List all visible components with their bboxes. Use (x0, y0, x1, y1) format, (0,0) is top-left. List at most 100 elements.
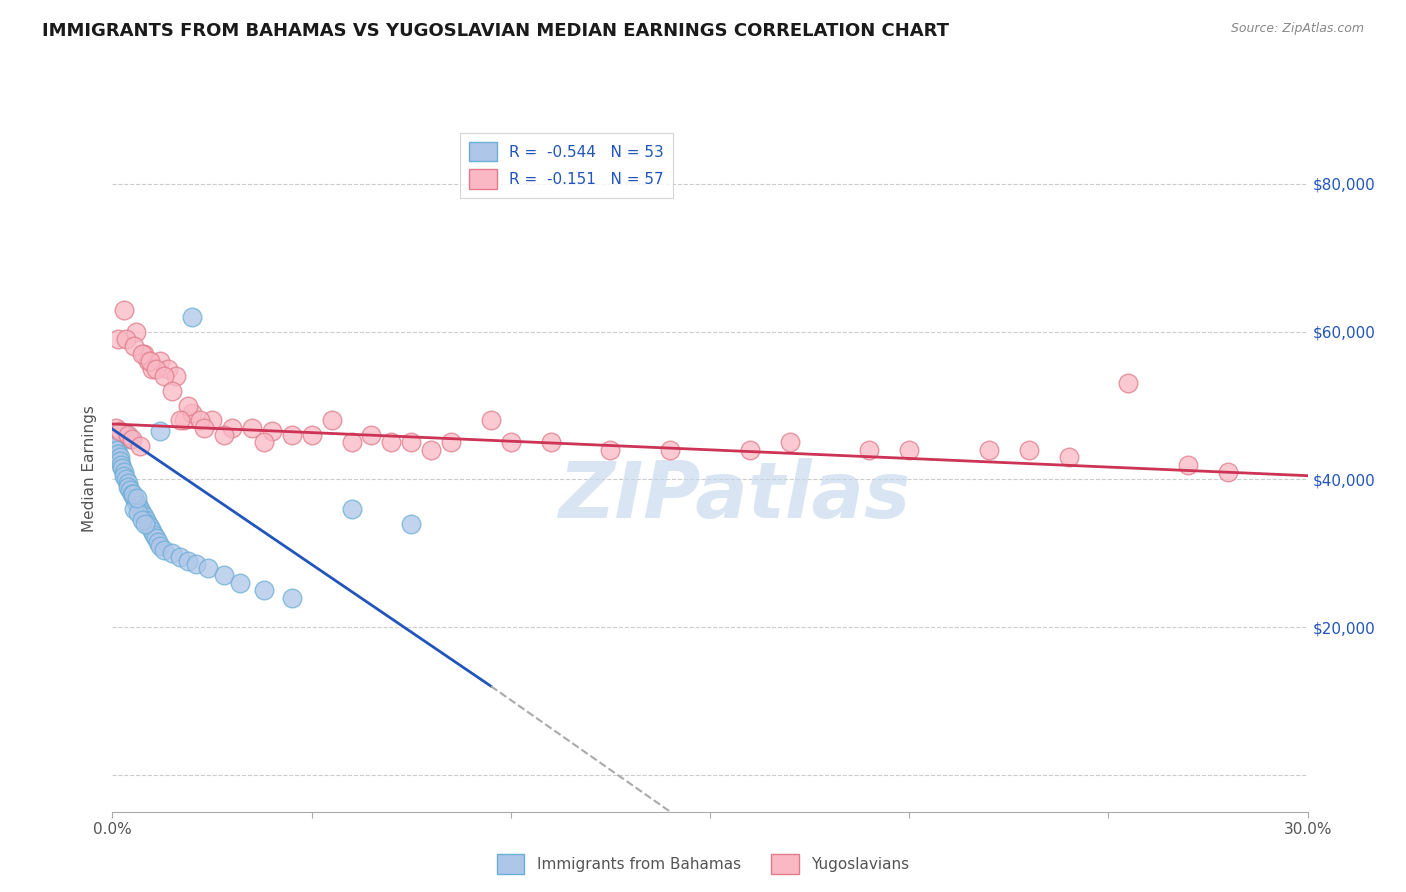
Point (134, 347, 156, 361)
Point (1216, 465, 1239, 479)
Point (105, 439, 128, 453)
Point (103, 428, 125, 442)
Point (141, 361, 163, 376)
Point (134, 516, 156, 531)
Point (122, 487, 145, 501)
Point (401, 516, 423, 531)
Point (129, 439, 152, 453)
Point (169, 549, 191, 564)
Point (898, 442, 921, 457)
Point (127, 506, 149, 520)
Point (1057, 450, 1080, 465)
Point (188, 413, 211, 427)
Point (977, 442, 1000, 457)
Point (659, 442, 682, 457)
Point (143, 528, 166, 542)
Point (149, 539, 172, 553)
Text: ZIPatlas: ZIPatlas (558, 458, 910, 533)
Point (120, 432, 142, 446)
Legend: Immigrants from Bahamas, Yugoslavians: Immigrants from Bahamas, Yugoslavians (491, 848, 915, 880)
Text: Source: ZipAtlas.com: Source: ZipAtlas.com (1230, 22, 1364, 36)
Point (139, 520, 162, 534)
Point (540, 435, 562, 450)
Point (197, 561, 219, 575)
Text: IMMIGRANTS FROM BAHAMAS VS YUGOSLAVIAN MEDIAN EARNINGS CORRELATION CHART: IMMIGRANTS FROM BAHAMAS VS YUGOSLAVIAN M… (42, 22, 949, 40)
Point (153, 369, 176, 384)
Point (149, 425, 172, 439)
Point (162, 384, 183, 398)
Point (420, 442, 443, 457)
Point (440, 435, 463, 450)
Point (177, 399, 200, 413)
Point (165, 369, 187, 384)
Point (112, 465, 135, 479)
Point (149, 354, 172, 368)
Point (340, 502, 363, 516)
Point (125, 325, 148, 339)
Point (104, 435, 127, 450)
Point (114, 468, 135, 483)
Point (115, 426, 138, 441)
Point (212, 428, 235, 442)
Point (107, 446, 129, 460)
Point (281, 591, 304, 605)
Point (135, 513, 157, 527)
Point (105, 442, 128, 457)
Point (186, 558, 208, 572)
Point (110, 454, 132, 468)
Point (121, 487, 143, 501)
Point (201, 413, 224, 427)
Point (401, 435, 423, 450)
Point (131, 513, 153, 527)
Point (240, 420, 263, 434)
Point (139, 354, 162, 368)
Point (253, 435, 276, 450)
Point (157, 361, 180, 376)
Point (173, 413, 195, 427)
Point (110, 425, 132, 439)
Point (117, 480, 139, 494)
Point (121, 432, 143, 446)
Point (229, 575, 252, 590)
Point (321, 413, 343, 427)
Point (1018, 442, 1040, 457)
Point (177, 553, 200, 567)
Point (221, 420, 243, 434)
Point (134, 509, 156, 524)
Point (499, 435, 522, 450)
Point (1177, 458, 1199, 472)
Point (360, 428, 382, 442)
Point (111, 461, 134, 475)
Point (138, 516, 160, 531)
Point (124, 491, 146, 505)
Point (114, 302, 135, 317)
Point (260, 425, 283, 439)
Point (117, 476, 139, 491)
Point (131, 506, 153, 520)
Point (779, 435, 801, 450)
Point (599, 442, 621, 457)
Point (118, 429, 141, 443)
Point (131, 347, 153, 361)
Point (153, 542, 176, 557)
Point (107, 332, 129, 346)
Point (138, 354, 160, 368)
Point (738, 442, 761, 457)
Point (858, 442, 880, 457)
Point (129, 502, 152, 516)
Point (145, 532, 167, 546)
Point (193, 420, 215, 434)
Point (115, 332, 138, 346)
Point (301, 428, 323, 442)
Point (169, 413, 191, 427)
Y-axis label: Median Earnings: Median Earnings (82, 405, 97, 532)
Point (115, 472, 138, 486)
Point (253, 583, 276, 598)
Point (108, 450, 131, 465)
Point (141, 524, 163, 538)
Point (120, 483, 142, 498)
Point (479, 413, 502, 427)
Point (281, 428, 304, 442)
Point (380, 435, 402, 450)
Point (124, 502, 146, 516)
